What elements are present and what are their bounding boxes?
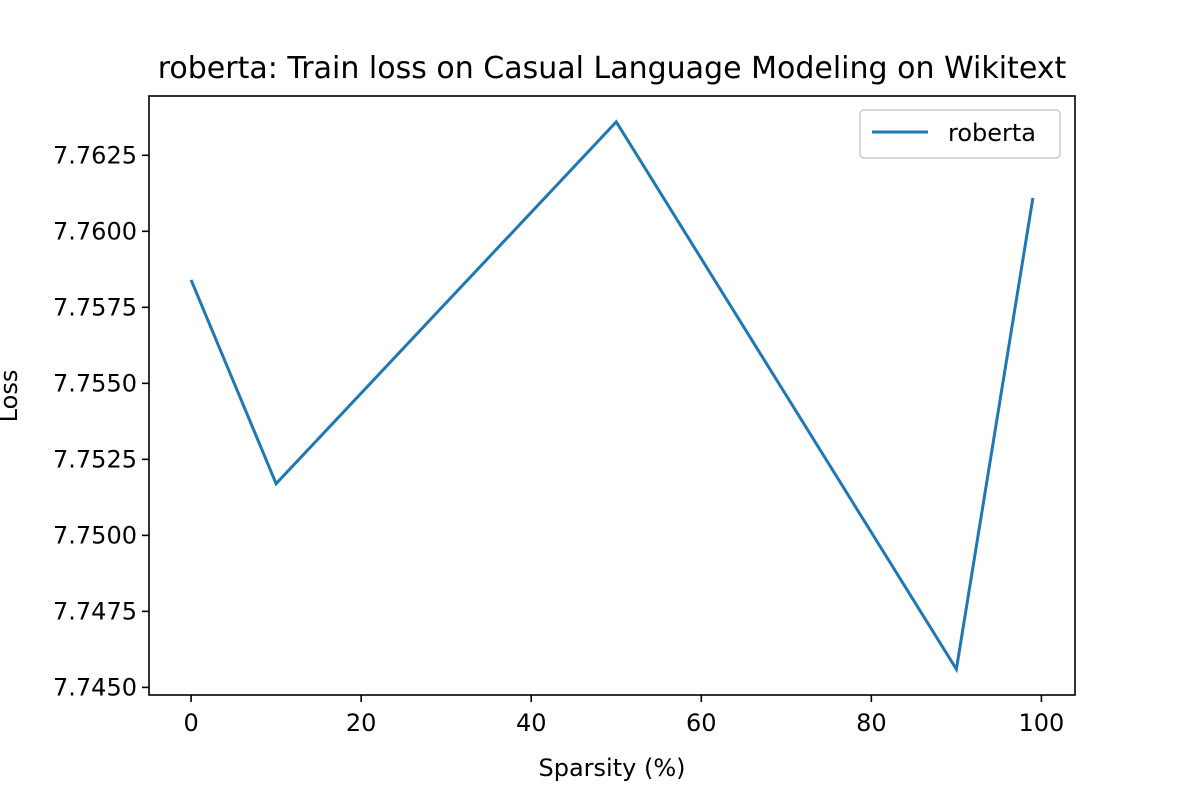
x-tick-label: 100 <box>1019 709 1065 737</box>
x-tick-label: 60 <box>686 709 717 737</box>
legend: roberta <box>859 109 1061 159</box>
x-tick-label: 20 <box>346 709 377 737</box>
x-tick-label: 0 <box>183 709 198 737</box>
chart-title: roberta: Train loss on Casual Language M… <box>158 51 1067 86</box>
plot-area <box>148 95 1076 696</box>
series-layer <box>189 119 1035 674</box>
series-line-roberta <box>189 119 1035 674</box>
x-tick-label: 80 <box>856 709 887 737</box>
plot-frame <box>148 95 1076 696</box>
y-tick-label: 7.7625 <box>53 141 137 169</box>
x-axis-label: Sparsity (%) <box>539 754 686 782</box>
y-tick-label: 7.7450 <box>53 673 137 701</box>
y-tick-label: 7.7500 <box>53 521 137 549</box>
y-tick-label: 7.7575 <box>53 293 137 321</box>
y-tick-label: 7.7600 <box>53 217 137 245</box>
legend-label-roberta: roberta <box>948 119 1036 147</box>
y-axis-label: Loss <box>0 370 23 423</box>
y-tick-label: 7.7475 <box>53 597 137 625</box>
x-tick-label: 40 <box>516 709 547 737</box>
y-axis: 7.7450 7.7475 7.7500 7.7525 7.7550 7.7575 7.76… <box>53 141 149 701</box>
x-axis: 0 20 40 60 80 100 <box>183 695 1064 737</box>
y-tick-label: 7.7525 <box>53 445 137 473</box>
legend-box <box>859 109 1061 159</box>
y-tick-label: 7.7550 <box>53 369 137 397</box>
